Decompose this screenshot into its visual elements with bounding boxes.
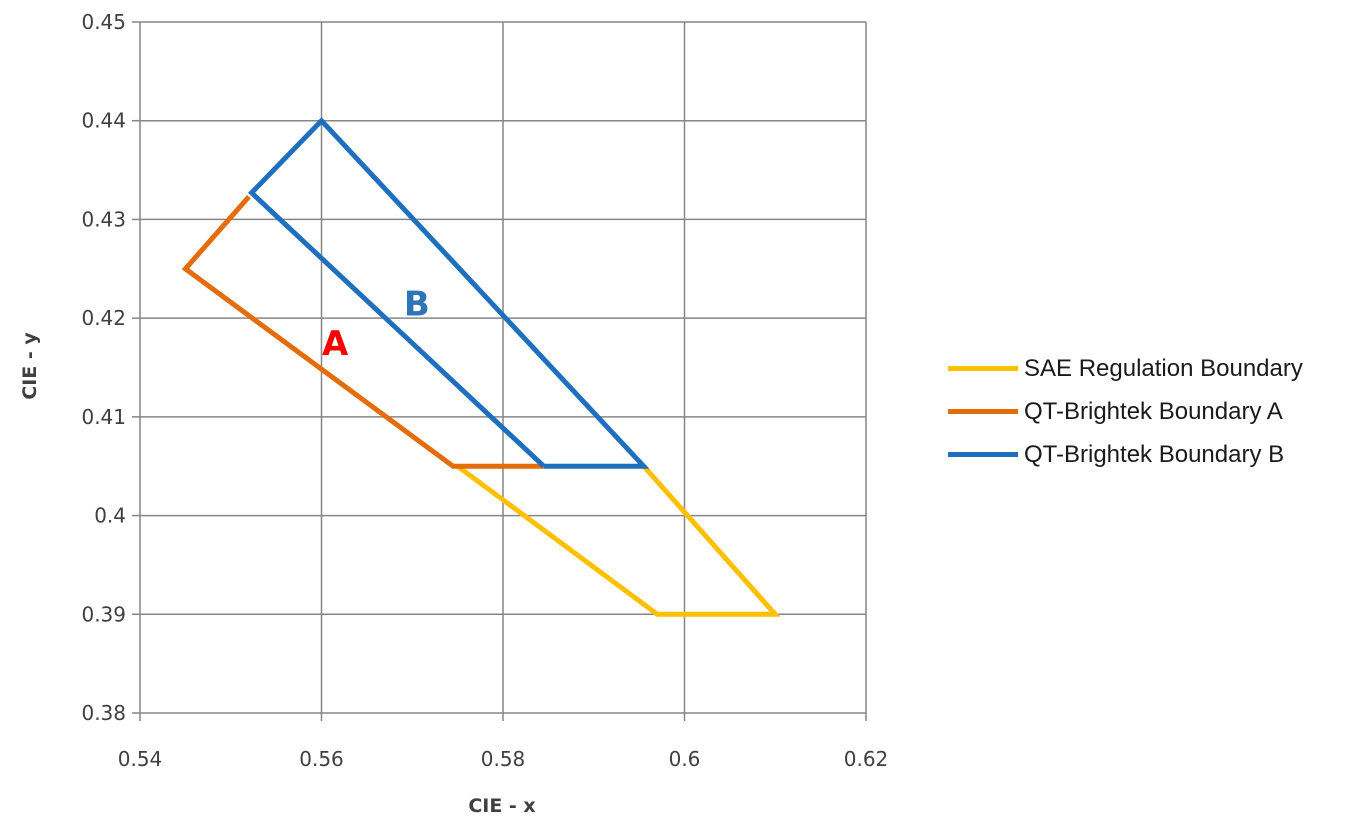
x-tick-label: 0.6 <box>669 747 701 771</box>
x-tick-label: 0.54 <box>118 747 163 771</box>
y-tick-label: 0.43 <box>81 207 126 231</box>
annotations: AB <box>322 284 430 363</box>
series-line-0 <box>456 464 781 617</box>
y-tick-label: 0.39 <box>81 602 126 626</box>
x-tick-label: 0.56 <box>299 747 344 771</box>
series-layer <box>181 117 781 617</box>
y-tick-label: 0.44 <box>81 109 126 133</box>
x-tick-label: 0.62 <box>844 747 889 771</box>
y-tick-label: 0.45 <box>81 10 126 34</box>
legend-label-sae: SAE Regulation Boundary <box>1024 354 1303 382</box>
y-tick-label: 0.41 <box>81 405 126 429</box>
tick-labels: 0.54 0.56 0.58 0.6 0.62 0.45 0.44 0.43 0.42 0.41 0… <box>81 10 888 771</box>
region-label-a: A <box>322 324 349 364</box>
legend-item-boundary-a: QT-Brightek Boundary A <box>948 390 1303 433</box>
y-tick-label: 0.42 <box>81 306 126 330</box>
grid <box>132 21 867 721</box>
y-tick-label: 0.38 <box>81 701 126 725</box>
legend-swatch-boundary-b <box>948 452 1018 457</box>
x-tick-label: 0.58 <box>481 747 526 771</box>
y-tick-label: 0.4 <box>94 504 126 528</box>
y-axis-title: CIE - y <box>19 332 41 400</box>
legend-item-sae: SAE Regulation Boundary <box>948 347 1303 390</box>
legend-label-boundary-a: QT-Brightek Boundary A <box>1024 397 1283 425</box>
legend-swatch-sae <box>948 366 1018 371</box>
series-line-1 <box>181 195 544 469</box>
legend-item-boundary-b: QT-Brightek Boundary B <box>948 433 1303 476</box>
x-axis-title: CIE - x <box>468 795 535 817</box>
legend-label-boundary-b: QT-Brightek Boundary B <box>1024 440 1285 468</box>
legend-swatch-boundary-a <box>948 409 1018 414</box>
region-label-b: B <box>404 284 430 324</box>
legend: SAE Regulation Boundary QT-Brightek Boun… <box>948 347 1303 476</box>
series-line-2 <box>248 117 650 469</box>
